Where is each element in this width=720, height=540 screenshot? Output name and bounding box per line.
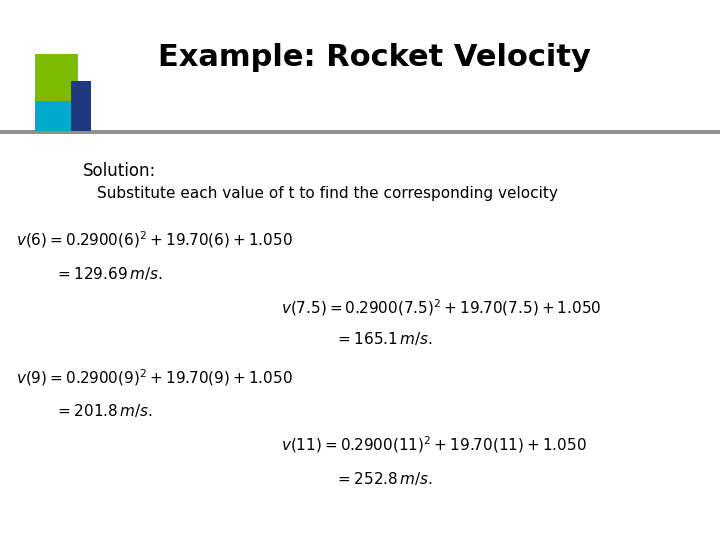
FancyBboxPatch shape	[0, 130, 720, 134]
Text: Example: Rocket Velocity: Example: Rocket Velocity	[158, 43, 591, 72]
FancyBboxPatch shape	[35, 54, 78, 103]
Text: $v(6)= 0.2900(6)^2 +19.70(6)+1.050$: $v(6)= 0.2900(6)^2 +19.70(6)+1.050$	[16, 230, 292, 250]
Text: $=165.1\,m/s.$: $=165.1\,m/s.$	[335, 330, 433, 347]
Text: $v(11)= 0.2900(11)^2 +19.70(11)+1.050$: $v(11)= 0.2900(11)^2 +19.70(11)+1.050$	[281, 435, 587, 455]
Text: $v(9)= 0.2900(9)^2 +19.70(9)+1.050$: $v(9)= 0.2900(9)^2 +19.70(9)+1.050$	[16, 367, 292, 388]
Text: Solution:: Solution:	[83, 162, 156, 180]
Text: $= 201.8\,m/s.$: $= 201.8\,m/s.$	[55, 402, 153, 419]
Text: $v(7.5)= 0.2900(7.5)^2 +19.70(7.5)+1.050$: $v(7.5)= 0.2900(7.5)^2 +19.70(7.5)+1.050…	[281, 297, 601, 318]
FancyBboxPatch shape	[71, 81, 91, 131]
Text: $=129.69\, m/s.$: $=129.69\, m/s.$	[55, 265, 163, 281]
Text: Substitute each value of t to find the corresponding velocity: Substitute each value of t to find the c…	[97, 186, 558, 201]
Text: $= 252.8\,m/s.$: $= 252.8\,m/s.$	[335, 470, 433, 487]
FancyBboxPatch shape	[35, 101, 78, 131]
